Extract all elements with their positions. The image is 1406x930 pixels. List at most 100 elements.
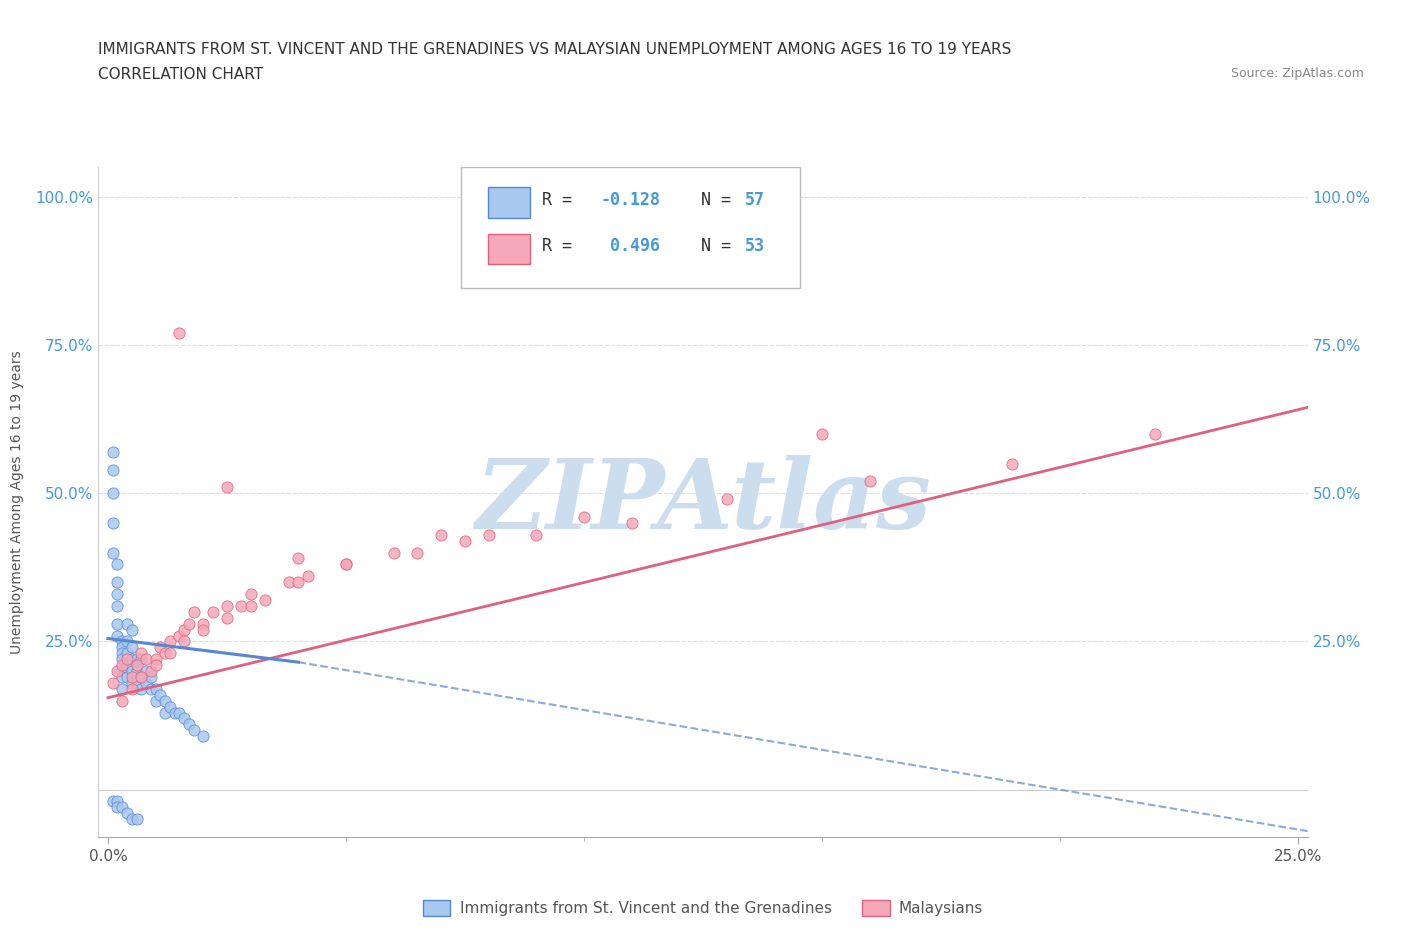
- Point: [107, 557, 129, 572]
- Point: [111, 645, 134, 660]
- Point: [115, 670, 138, 684]
- Point: [107, 664, 129, 679]
- Point: [107, 628, 129, 643]
- Text: 57: 57: [745, 191, 765, 208]
- Point: [159, 699, 181, 714]
- Text: CORRELATION CHART: CORRELATION CHART: [98, 67, 263, 82]
- Point: [153, 645, 176, 660]
- Text: 0.496: 0.496: [600, 237, 661, 256]
- Point: [101, 515, 124, 530]
- Point: [169, 326, 191, 340]
- Point: [111, 693, 134, 708]
- FancyBboxPatch shape: [488, 188, 530, 218]
- Point: [145, 652, 167, 667]
- Point: [101, 485, 124, 500]
- Point: [139, 670, 162, 684]
- Point: [125, 652, 148, 667]
- Point: [169, 628, 191, 643]
- Point: [1001, 457, 1024, 472]
- Point: [115, 634, 138, 649]
- Point: [107, 794, 129, 809]
- Point: [145, 693, 167, 708]
- Point: [153, 693, 176, 708]
- Text: 53: 53: [745, 237, 765, 256]
- Point: [125, 675, 148, 690]
- Point: [183, 723, 205, 737]
- Point: [121, 652, 143, 667]
- Point: [121, 640, 143, 655]
- Point: [454, 533, 477, 548]
- Point: [107, 599, 129, 614]
- Point: [111, 682, 134, 697]
- Point: [382, 545, 405, 560]
- Point: [107, 587, 129, 602]
- Point: [1144, 427, 1167, 442]
- Point: [149, 687, 172, 702]
- Point: [107, 575, 129, 590]
- Point: [111, 658, 134, 672]
- Point: [115, 617, 138, 631]
- Point: [239, 599, 262, 614]
- Point: [111, 670, 134, 684]
- Point: [572, 510, 595, 525]
- Point: [811, 427, 834, 442]
- Point: [177, 617, 200, 631]
- Point: [287, 551, 309, 566]
- Point: [215, 599, 238, 614]
- Point: [101, 545, 124, 560]
- Point: [173, 634, 195, 649]
- FancyBboxPatch shape: [461, 167, 800, 288]
- Point: [111, 664, 134, 679]
- Point: [121, 682, 143, 697]
- Y-axis label: Unemployment Among Ages 16 to 19 years: Unemployment Among Ages 16 to 19 years: [10, 351, 24, 654]
- Point: [201, 604, 224, 619]
- Point: [191, 617, 214, 631]
- Text: R =: R =: [543, 191, 582, 208]
- Point: [125, 664, 148, 679]
- FancyBboxPatch shape: [488, 234, 530, 264]
- Point: [121, 670, 143, 684]
- Point: [173, 711, 195, 726]
- Text: N =: N =: [682, 191, 741, 208]
- Point: [101, 445, 124, 459]
- Point: [135, 664, 157, 679]
- Point: [125, 812, 148, 827]
- Point: [153, 705, 176, 720]
- Text: -0.128: -0.128: [600, 191, 661, 208]
- Point: [406, 545, 429, 560]
- Point: [254, 592, 277, 607]
- Point: [159, 645, 181, 660]
- Legend: Immigrants from St. Vincent and the Grenadines, Malaysians: Immigrants from St. Vincent and the Gren…: [423, 900, 983, 916]
- Point: [135, 652, 157, 667]
- Point: [478, 527, 501, 542]
- Point: [620, 515, 643, 530]
- Point: [111, 640, 134, 655]
- Point: [111, 800, 134, 815]
- Point: [177, 717, 200, 732]
- Point: [239, 587, 262, 602]
- Point: [145, 658, 167, 672]
- Point: [121, 812, 143, 827]
- Point: [335, 557, 357, 572]
- Point: [297, 569, 319, 584]
- Point: [101, 675, 124, 690]
- Point: [231, 599, 253, 614]
- Point: [524, 527, 547, 542]
- Point: [121, 664, 143, 679]
- Point: [111, 634, 134, 649]
- Point: [107, 800, 129, 815]
- Point: [145, 682, 167, 697]
- Point: [183, 604, 205, 619]
- Point: [163, 705, 186, 720]
- Text: ZIPAtlas: ZIPAtlas: [475, 455, 931, 550]
- Point: [430, 527, 453, 542]
- Text: IMMIGRANTS FROM ST. VINCENT AND THE GRENADINES VS MALAYSIAN UNEMPLOYMENT AMONG A: IMMIGRANTS FROM ST. VINCENT AND THE GREN…: [98, 42, 1012, 57]
- Text: N =: N =: [682, 237, 741, 256]
- Point: [115, 806, 138, 821]
- Point: [115, 658, 138, 672]
- Point: [173, 622, 195, 637]
- Point: [115, 645, 138, 660]
- Point: [159, 634, 181, 649]
- Point: [129, 670, 152, 684]
- Point: [107, 617, 129, 631]
